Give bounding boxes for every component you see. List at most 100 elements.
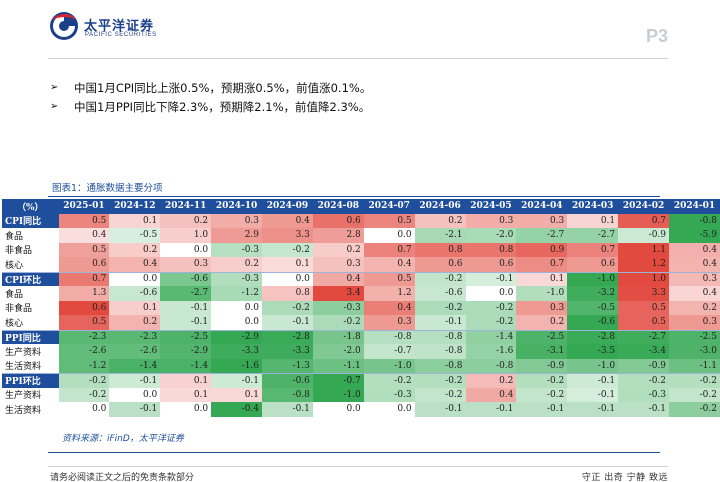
table-cell: 1.2 <box>363 286 415 301</box>
table-cell: -1.0 <box>363 358 415 373</box>
table-cell: -2.7 <box>567 228 619 243</box>
table-cell: -1.2 <box>58 358 110 373</box>
table-cell: -0.8 <box>669 213 720 228</box>
row-label: 生活资料 <box>5 362 42 373</box>
company-logo-mark <box>50 12 78 40</box>
table-header-row: （%） 2025-01 2024-12 2024-11 2024-10 2024-09 2… <box>2 199 720 214</box>
table-cell: -1.4 <box>109 358 161 373</box>
table-cell: -0.2 <box>414 271 466 286</box>
table-cell: -3.1 <box>516 344 568 359</box>
table-cell: 3.4 <box>312 286 364 301</box>
table-cell: -0.2 <box>363 373 415 388</box>
page-number: P3 <box>645 26 668 46</box>
table-cell: -2.9 <box>160 344 212 359</box>
row-label: 生活资料 <box>5 405 42 416</box>
table-cell: 0.4 <box>669 242 720 257</box>
table-cell: 0.1 <box>567 213 619 228</box>
table-cell: -2.6 <box>58 344 110 359</box>
table-cell: -0.8 <box>414 358 466 373</box>
table-cell: 0.2 <box>109 315 161 330</box>
table-row: 生产资料 -2.6 -2.6 -2.9 -3.3 -3.3 -2.0 -0.7 -0.8 -1.6… <box>2 344 720 359</box>
table-row: 食品 1.3 -0.6 -2.7 -1.2 0.8 3.4 1.2 -0.6 0.0 -1.0 -3.… <box>2 286 720 301</box>
table-cell: 3.3 <box>262 228 313 243</box>
table-cell: -0.1 <box>618 402 670 417</box>
row-label: CPI同比 <box>2 213 59 228</box>
table-cell: -2.7 <box>160 286 212 301</box>
table-cell: 0.3 <box>516 213 568 228</box>
table-cell: -1.8 <box>312 329 364 344</box>
column-header: 2024-09 <box>262 199 313 214</box>
table-cell: -1.4 <box>465 329 517 344</box>
table-cell: 0.2 <box>414 213 466 228</box>
table-cell: -2.5 <box>160 329 212 344</box>
table-cell: -0.7 <box>363 344 415 359</box>
table-cell: 0.7 <box>363 242 415 257</box>
company-motto: 守正 出奇 宁静 致远 <box>581 473 668 482</box>
table-cell: -3.4 <box>618 344 670 359</box>
table-cell: 0.0 <box>465 286 517 301</box>
table-cell: 0.0 <box>312 402 364 417</box>
table-row: PPI环比 -0.2 -0.1 0.1 -0.1 -0.6 -0.7 -0.2 -0.2 0.2-… <box>2 373 720 388</box>
inflation-table: （%） 2025-01 2024-12 2024-11 2024-10 2024-09 2… <box>2 199 720 417</box>
table-cell: 0.0 <box>211 300 263 315</box>
table-row: CPI同比 0.5 0.1 0.2 0.3 0.4 0.6 0.5 0.2 0.3 0.3 0.1 0.… <box>2 213 720 228</box>
table-cell: -0.1 <box>465 402 517 417</box>
table-cell: -0.1 <box>109 373 161 388</box>
figure-title: 图表1：通胀数据主要分项 <box>52 183 163 194</box>
table-cell: -2.5 <box>669 329 720 344</box>
row-label: 非食品 <box>5 246 33 257</box>
table-cell: 0.2 <box>312 242 364 257</box>
column-header: 2024-07 <box>363 199 415 214</box>
table-cell: -1.6 <box>211 358 263 373</box>
table-cell: 0.4 <box>363 300 415 315</box>
table-cell: -0.2 <box>516 387 568 402</box>
arrow-bullet-icon: ➢ <box>50 101 59 112</box>
row-label: 生产资料 <box>5 347 42 358</box>
column-header: 2024-04 <box>516 199 568 214</box>
table-cell: -0.1 <box>567 387 619 402</box>
table-cell: -1.1 <box>669 358 720 373</box>
table-cell: 0.2 <box>516 315 568 330</box>
table-cell: 0.3 <box>363 315 415 330</box>
table-cell: -0.1 <box>465 271 517 286</box>
table-cell: 0.0 <box>160 242 212 257</box>
table-cell: -2.7 <box>516 228 568 243</box>
table-cell: 0.3 <box>160 257 212 272</box>
table-cell: -0.3 <box>312 300 364 315</box>
table-cell: -1.0 <box>516 286 568 301</box>
table-row: 食品 0.4 -0.5 1.0 2.9 3.3 2.8 0.0 -2.1 -2.0 -2.7 -2.7… <box>2 228 720 243</box>
table-cell: -0.3 <box>618 387 670 402</box>
table-cell: -0.9 <box>516 358 568 373</box>
table-cell: -2.6 <box>109 344 161 359</box>
column-header: 2024-06 <box>414 199 466 214</box>
table-cell: 0.1 <box>109 300 161 315</box>
table-cell: 0.8 <box>262 286 313 301</box>
summary-bullets: ➢ 中国1月CPI同比上涨0.5%，预期涨0.5%，前值涨0.1%。 ➢ 中国1… <box>50 78 371 116</box>
table-cell: -0.1 <box>567 373 619 388</box>
table-cell: -0.5 <box>109 228 161 243</box>
table-cell: 0.7 <box>516 257 568 272</box>
table-cell: -2.8 <box>567 329 619 344</box>
table-cell: 0.4 <box>109 257 161 272</box>
row-label: 非食品 <box>5 304 33 315</box>
table-cell: 0.5 <box>58 242 110 257</box>
table-cell: 0.0 <box>211 315 263 330</box>
table-cell: 0.4 <box>58 228 110 243</box>
row-label: 核心 <box>5 260 24 271</box>
table-cell: 0.0 <box>109 387 161 402</box>
table-cell: 0.0 <box>109 271 161 286</box>
header-divider <box>48 58 668 59</box>
disclaimer-note: 请务必阅读正文之后的免责条款部分 <box>50 473 195 482</box>
table-cell: -0.6 <box>414 286 466 301</box>
table-cell: 1.3 <box>58 286 110 301</box>
table-cell: 0.0 <box>363 228 415 243</box>
bullet-item: ➢ 中国1月CPI同比上涨0.5%，预期涨0.5%，前值涨0.1%。 <box>50 78 371 97</box>
column-header: 2024-05 <box>465 199 517 214</box>
table-cell: 0.4 <box>669 257 720 272</box>
table-cell: 0.6 <box>58 257 110 272</box>
table-cell: -3.0 <box>669 344 720 359</box>
table-row: 生产资料 -0.2 0.0 0.1 0.1 -0.8 -1.0 -0.3 -0.2 0.4 -0.2… <box>2 387 720 402</box>
table-cell: -0.8 <box>414 329 466 344</box>
table-cell: 0.1 <box>262 257 313 272</box>
table-cell: 1.0 <box>160 228 212 243</box>
